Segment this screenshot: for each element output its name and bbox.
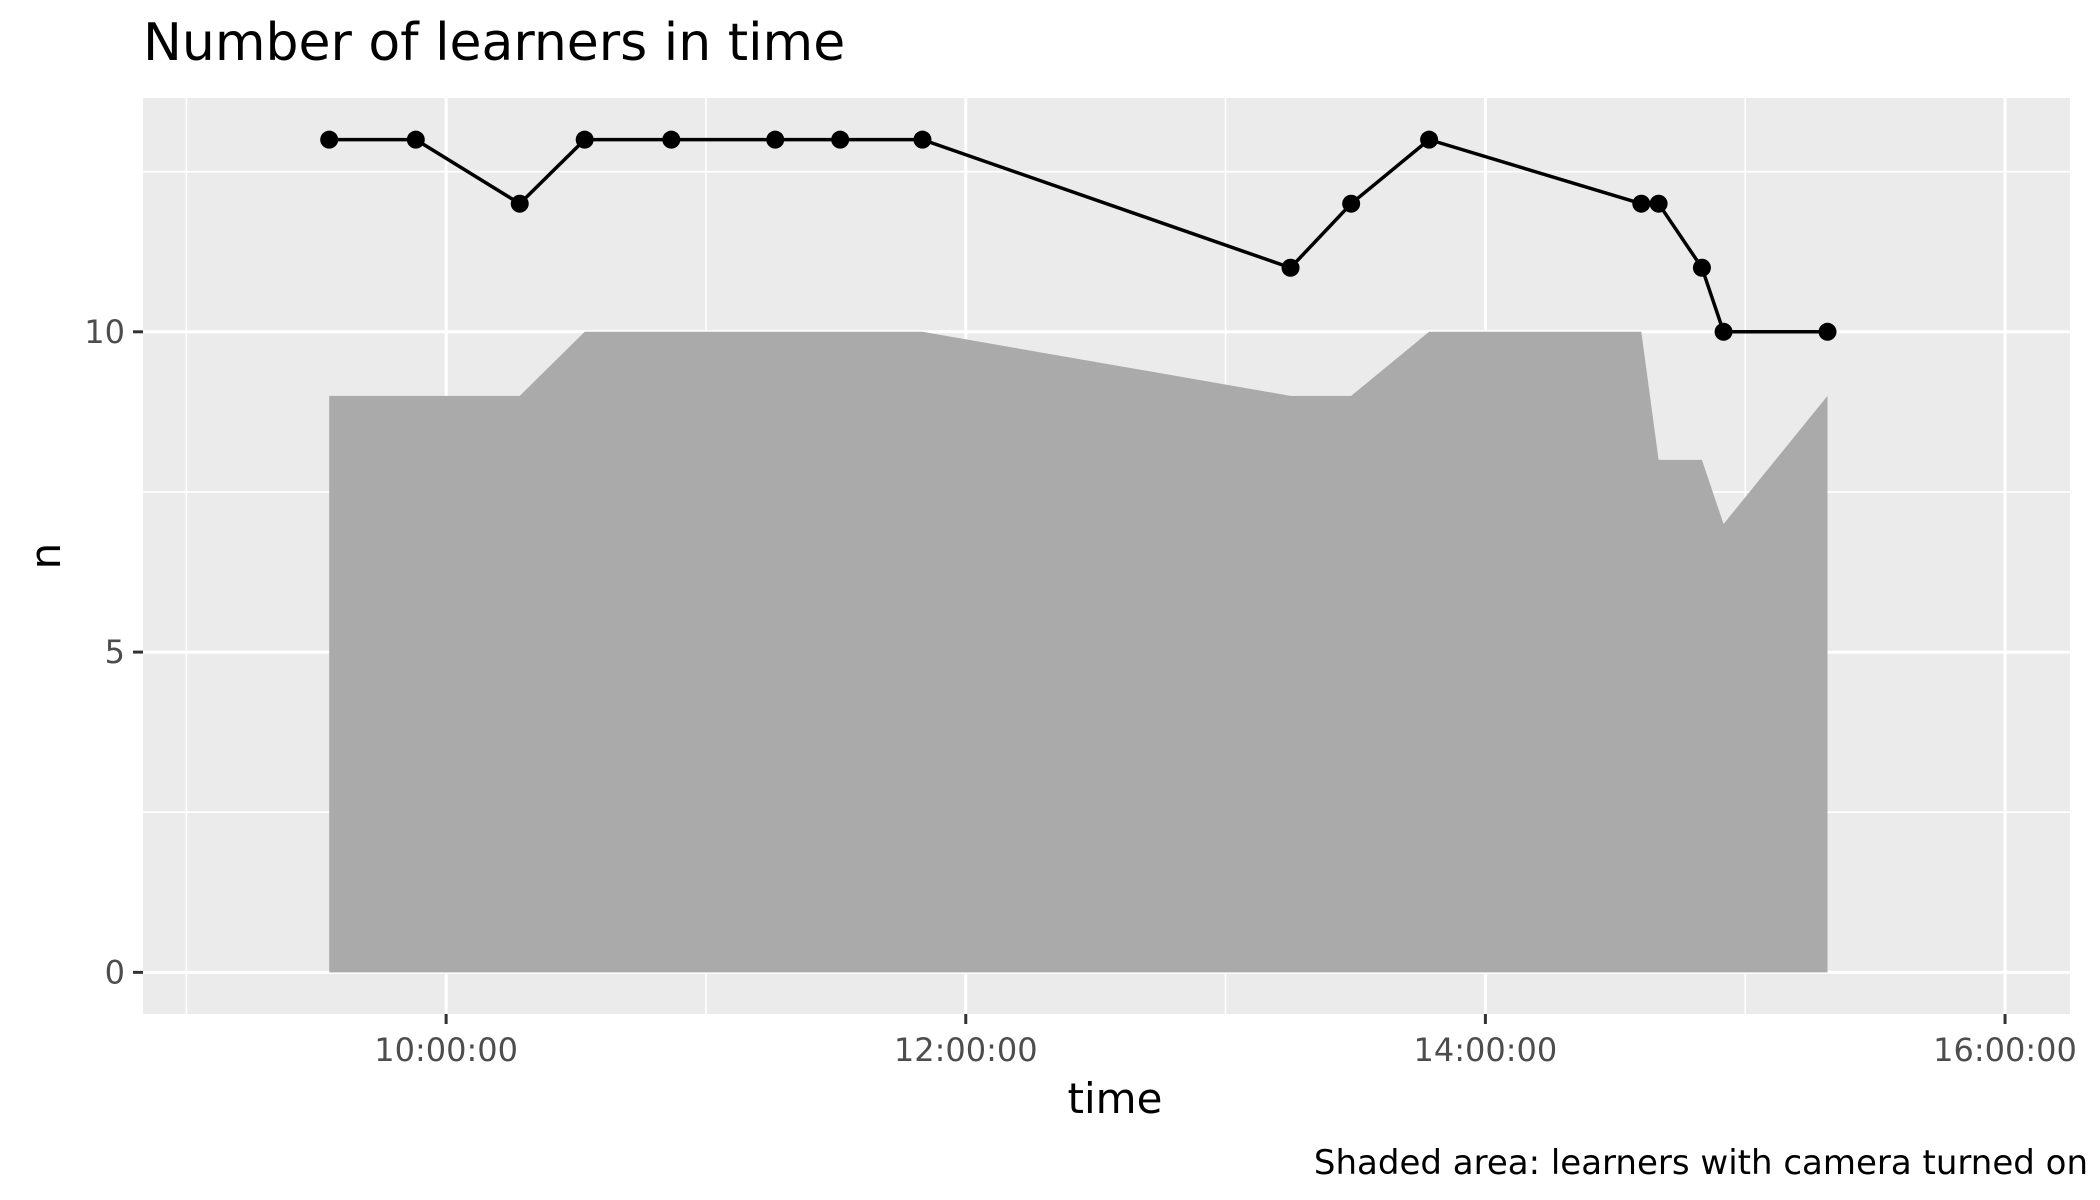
learners-line [329,137,1828,334]
learners-point [1281,258,1300,277]
chart-caption: Shaded area: learners with camera turned… [1314,1143,2088,1183]
points-layer [320,130,1837,341]
learners-point [510,194,529,213]
chart-title: Number of learners in time [143,13,845,73]
x-axis: 10:00:00 12:00:00 14:00:00 16:00:00 [374,1014,2077,1069]
learners-point [766,130,785,149]
learners-point [1649,194,1668,213]
learners-point [575,130,594,149]
learners-point [320,130,339,149]
learners-point [1692,258,1711,277]
x-tick-label: 16:00:00 [1933,1031,2077,1069]
learners-point [1632,194,1651,213]
x-tick-label: 10:00:00 [374,1031,518,1069]
y-axis-title: n [21,543,70,570]
learners-point [662,130,681,149]
area-layer [329,331,1828,973]
y-axis: 0 5 10 [84,313,143,991]
x-tick-label: 14:00:00 [1414,1031,1558,1069]
y-tick-label: 5 [105,633,125,671]
learners-point [1420,130,1439,149]
x-tick-label: 12:00:00 [894,1031,1038,1069]
learners-point [831,130,850,149]
learners-point [1714,322,1733,341]
line-layer [329,137,1828,334]
learners-point [1818,322,1837,341]
learners-point [913,130,932,149]
camera-area [329,331,1828,973]
y-tick-label: 0 [105,953,125,991]
y-tick-label: 10 [84,313,125,351]
learners-point [1342,194,1361,213]
x-axis-title: time [1068,1074,1163,1123]
learners-point [406,130,425,149]
